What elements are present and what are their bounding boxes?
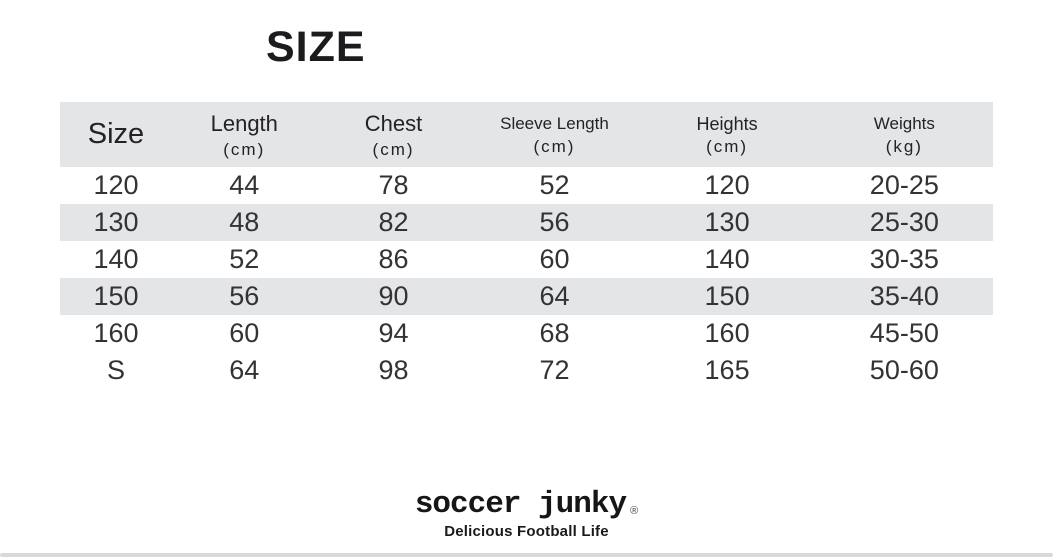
cell-length: 56	[229, 281, 260, 311]
cell-weights: 20-25	[869, 170, 939, 200]
column-header-label: Sleeve Length	[500, 114, 609, 134]
column-header-unit: (cm)	[223, 139, 266, 159]
table-row-150: 150 56 90 64 150 35-40	[60, 278, 993, 315]
cell-heights: 130	[704, 207, 750, 237]
column-header-unit: (cm)	[533, 136, 576, 156]
cell-heights: 160	[704, 318, 750, 348]
column-header-length: Length (cm)	[172, 102, 317, 167]
cell-size: 140	[93, 244, 139, 274]
cell-sleeve-length: 52	[539, 170, 570, 200]
table-row-120: 120 44 78 52 120 20-25	[60, 167, 993, 204]
column-header-unit: (cm)	[706, 137, 749, 157]
column-header-size: Size	[60, 102, 172, 167]
cell-size: 120	[93, 170, 139, 200]
brand-footer: soccer junky ® Delicious Football Life	[0, 489, 1053, 540]
cell-weights: 50-60	[869, 355, 939, 385]
column-header-weights: Weights (kg)	[816, 102, 993, 167]
column-header-label: Length	[210, 111, 278, 137]
table-header-row: Size Length (cm) Chest (cm) Sleeve Lengt…	[60, 102, 993, 167]
cell-weights: 45-50	[869, 318, 939, 348]
column-header-chest: Chest (cm)	[317, 102, 471, 167]
cell-sleeve-length: 64	[539, 281, 570, 311]
cell-weights: 25-30	[869, 207, 939, 237]
cell-size: 130	[93, 207, 139, 237]
cell-heights: 140	[704, 244, 750, 274]
column-header-sleeve-length: Sleeve Length (cm)	[471, 102, 639, 167]
cell-heights: 150	[704, 281, 750, 311]
cell-chest: 94	[378, 318, 409, 348]
cell-size: 160	[93, 318, 139, 348]
cell-chest: 98	[378, 355, 409, 385]
cell-chest: 78	[378, 170, 409, 200]
size-chart-table: Size Length (cm) Chest (cm) Sleeve Lengt…	[60, 102, 993, 389]
column-header-label: Size	[87, 117, 145, 150]
cell-length: 52	[229, 244, 260, 274]
cell-size: S	[106, 355, 125, 385]
table-row-140: 140 52 86 60 140 30-35	[60, 241, 993, 278]
page-title: SIZE	[266, 23, 366, 71]
cell-length: 64	[229, 355, 260, 385]
table-row-130: 130 48 82 56 130 25-30	[60, 204, 993, 241]
table-row-s: S 64 98 72 165 50-60	[60, 352, 993, 389]
cell-chest: 90	[378, 281, 409, 311]
registered-trademark-icon: ®	[630, 505, 639, 517]
brand-logo-text: soccer junky	[414, 487, 627, 522]
column-header-label: Chest	[364, 111, 423, 137]
column-header-unit: (cm)	[372, 139, 415, 159]
column-header-label: Weights	[873, 114, 935, 134]
cell-sleeve-length: 68	[539, 318, 570, 348]
cell-heights: 165	[704, 355, 750, 385]
cell-size: 150	[93, 281, 139, 311]
cell-length: 44	[229, 170, 260, 200]
column-header-unit: (kg)	[885, 136, 923, 156]
column-header-label: Heights	[696, 113, 758, 134]
cell-weights: 30-35	[869, 244, 939, 274]
cell-length: 60	[229, 318, 260, 348]
cell-length: 48	[229, 207, 260, 237]
bottom-divider-bar	[0, 553, 1053, 557]
cell-sleeve-length: 72	[539, 355, 570, 385]
cell-sleeve-length: 60	[539, 244, 570, 274]
cell-chest: 82	[378, 207, 409, 237]
cell-heights: 120	[704, 170, 750, 200]
cell-weights: 35-40	[869, 281, 939, 311]
column-header-heights: Heights (cm)	[638, 102, 815, 167]
cell-sleeve-length: 56	[539, 207, 570, 237]
brand-tagline: Delicious Football Life	[444, 523, 609, 540]
table-row-160: 160 60 94 68 160 45-50	[60, 315, 993, 352]
cell-chest: 86	[378, 244, 409, 274]
brand-logo: soccer junky ®	[0, 489, 1053, 520]
